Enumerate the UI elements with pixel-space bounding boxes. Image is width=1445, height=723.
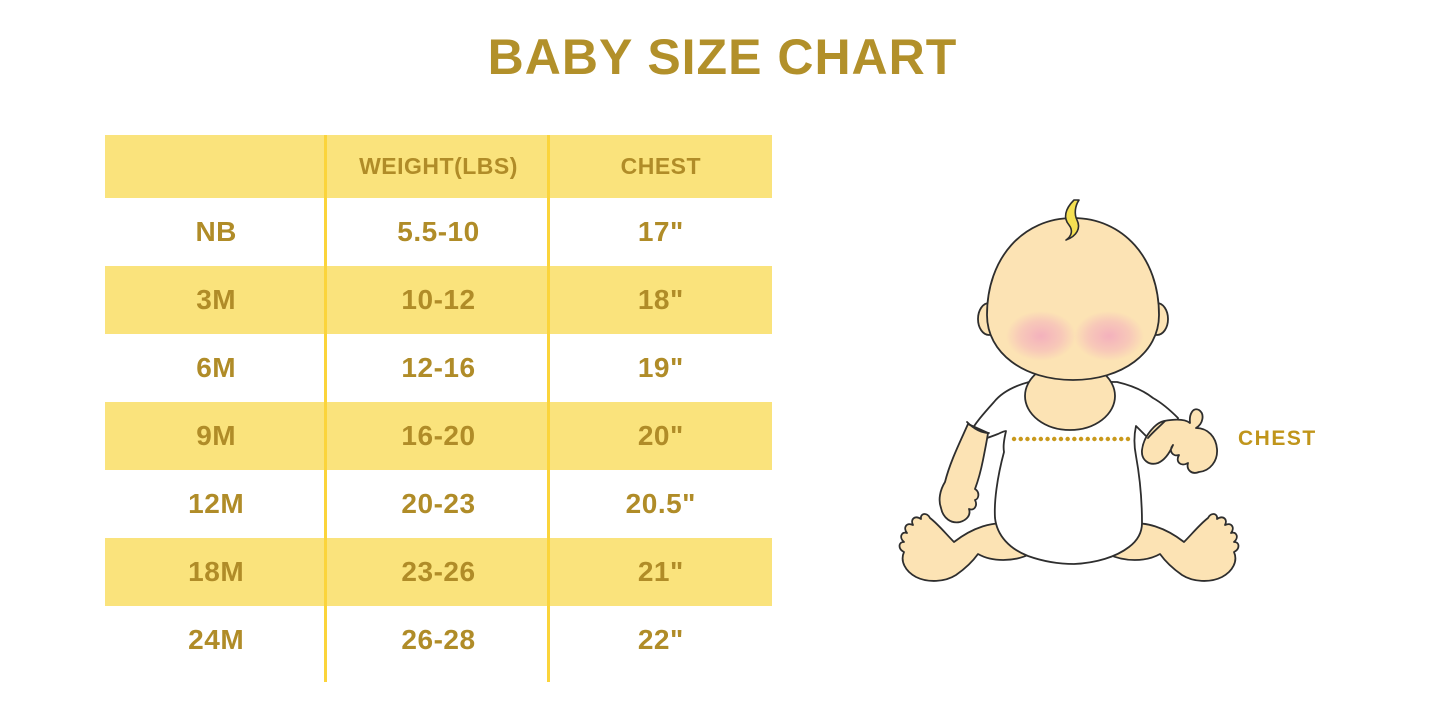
weight-cell: 23-26 [401,556,476,587]
chest-cell: 22" [637,624,684,655]
table-row: 12M 20-23 20.5" [105,470,772,538]
table-row: NB 5.5-10 17" [105,198,772,266]
baby-hair-curl [1064,199,1080,241]
weight-cell: 20-23 [401,488,476,519]
page-title: BABY SIZE CHART [487,29,958,85]
chest-cell: 20.5" [625,488,696,519]
chest-measure-label: CHEST [1238,427,1317,450]
size-cell: 24M [188,624,245,655]
size-cell: 18M [188,556,245,587]
size-cell: 12M [188,488,245,519]
weight-cell: 12-16 [401,352,476,383]
left-sleeve-edge [966,421,990,434]
table-row: 6M 12-16 19" [105,334,772,402]
size-table: WEIGHT(LBS) CHEST NB 5.5-10 17" 3M 10-12… [105,135,772,682]
header-weight: WEIGHT(LBS) [359,153,518,179]
table-row: 24M 26-28 22" [105,606,772,674]
size-cell: 6M [196,352,237,383]
baby-left-blush [1006,311,1076,361]
table-row: 18M 23-26 21" [105,538,772,606]
weight-cell: 26-28 [401,624,476,655]
weight-cell: 16-20 [401,420,476,451]
chest-cell: 20" [637,420,684,451]
chest-cell: 19" [637,352,684,383]
table-row: 3M 10-12 18" [105,266,772,334]
baby-left-arm [938,423,989,524]
chest-cell: 21" [637,556,684,587]
chest-cell: 18" [637,284,684,315]
baby-head [986,217,1160,381]
column-divider [324,135,327,682]
table-row: 9M 16-20 20" [105,402,772,470]
size-cell: 9M [196,420,237,451]
column-divider [547,135,550,682]
baby-drawing [898,199,1240,582]
weight-cell: 5.5-10 [397,216,480,247]
chest-cell: 17" [637,216,684,247]
weight-cell: 10-12 [401,284,476,315]
baby-illustration [890,190,1240,600]
header-chest: CHEST [620,153,702,179]
size-cell: 3M [196,284,237,315]
size-cell: NB [195,216,237,247]
right-sleeve-edge [1147,420,1166,439]
table-header-row: WEIGHT(LBS) CHEST [105,135,772,198]
baby-right-blush [1074,311,1144,361]
